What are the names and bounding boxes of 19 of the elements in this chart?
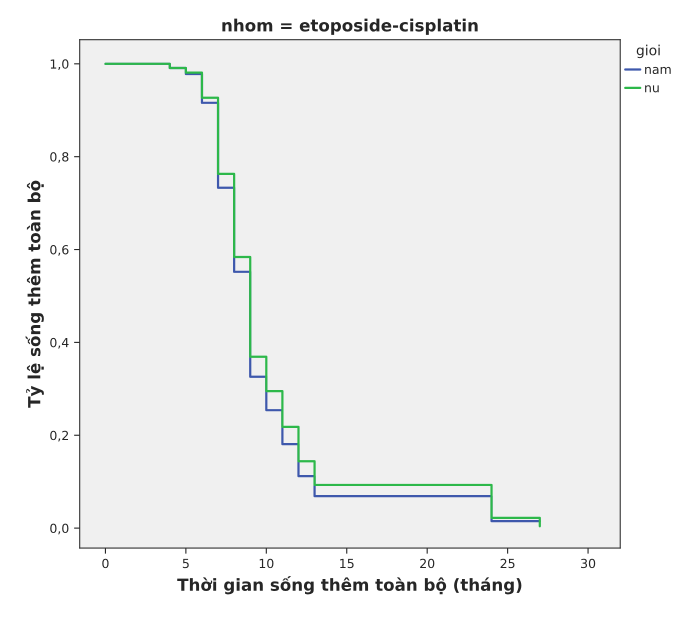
x-tick-label: 0 — [102, 558, 109, 568]
legend-title: gioi — [636, 44, 660, 58]
x-tick-label: 25 — [500, 558, 514, 568]
x-tick-label: 10 — [260, 558, 274, 568]
x-axis-title: Thời gian sống thêm toàn bộ (tháng) — [177, 576, 522, 594]
y-tick-label: 1,0 — [50, 59, 68, 70]
y-tick-label: 0,0 — [50, 524, 68, 534]
x-tick-label: 20 — [420, 558, 434, 568]
y-tick-label: 0,4 — [50, 338, 69, 349]
y-axis-title: Tỷ lệ sống thêm toàn bộ — [26, 180, 44, 408]
x-tick-label: 15 — [340, 558, 354, 568]
x-tick-label: 5 — [182, 558, 189, 568]
y-tick-label: 0,6 — [50, 245, 68, 256]
x-tick-label: 30 — [581, 558, 596, 568]
chart-title: nhom = etoposide-cisplatin — [222, 18, 478, 35]
y-tick-label: 0,8 — [50, 152, 68, 163]
legend-label: nu — [645, 85, 659, 92]
legend-label: nam — [645, 66, 671, 74]
y-tick-label: 0,2 — [50, 430, 68, 442]
